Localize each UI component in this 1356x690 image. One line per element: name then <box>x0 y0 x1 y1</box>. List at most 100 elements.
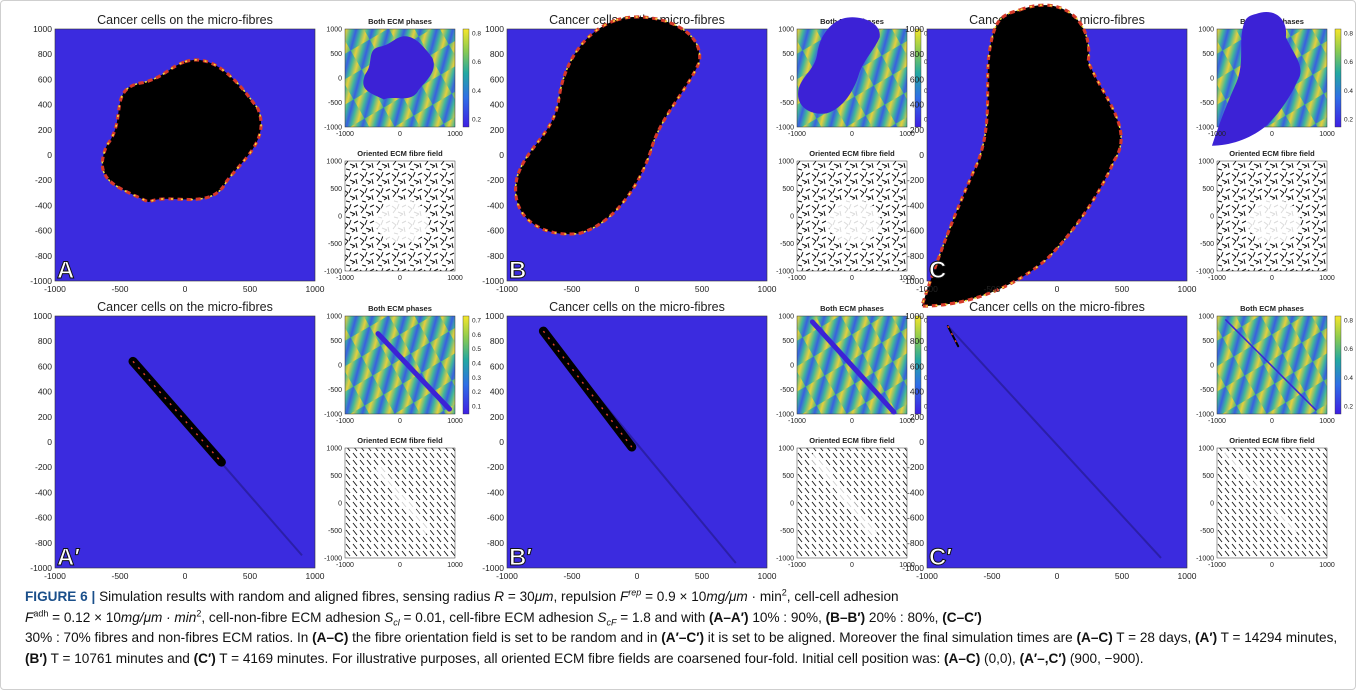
fibre-x-tick-label: 1000 <box>1319 562 1335 569</box>
colorbar-tick-label: 0.2 <box>472 389 481 396</box>
fibre-plot-title: Oriented ECM fibre field <box>809 149 895 158</box>
ecm-y-tick-label: -1000 <box>1196 412 1214 419</box>
fibre-x-tick-label: 0 <box>1270 562 1274 569</box>
colorbar-tick-label: 0.5 <box>472 346 481 353</box>
main-plot-title: Cancer cells on the micro-fibres <box>549 300 725 314</box>
x-tick-label: 0 <box>1055 571 1060 581</box>
colorbar-tick-label: 0.2 <box>1344 117 1353 124</box>
ecm-y-tick-label: 1000 <box>778 27 794 34</box>
fibre-y-tick-label: -500 <box>328 528 342 535</box>
y-tick-label: 800 <box>910 336 924 346</box>
ecm-y-tick-label: 1000 <box>1198 27 1214 34</box>
y-tick-label: -400 <box>487 487 504 497</box>
y-tick-label: 600 <box>38 74 52 84</box>
y-tick-label: 800 <box>38 336 52 346</box>
caption-ref: (A–C) <box>312 630 349 646</box>
caption-var: S <box>384 609 394 625</box>
y-tick-label: -1000 <box>30 276 52 286</box>
ecm-x-tick-label: 0 <box>398 131 402 138</box>
caption-text: · min <box>747 589 782 604</box>
fibre-y-tick-label: 0 <box>1210 214 1214 221</box>
fibre-plot-title: Oriented ECM fibre field <box>1229 149 1315 158</box>
fibre-y-tick-label: 500 <box>330 186 342 193</box>
ecm-degraded-region <box>809 319 897 415</box>
caption-sup: adh <box>33 608 49 619</box>
fibre-y-tick-label: 500 <box>330 473 342 480</box>
caption-ref: (C–C′) <box>942 609 982 625</box>
x-tick-label: 0 <box>1055 284 1060 294</box>
fibre-y-tick-label: 0 <box>338 214 342 221</box>
fibre-y-tick-label: -1000 <box>776 556 794 563</box>
fibre-x-tick-label: 1000 <box>899 275 915 282</box>
ecm-degraded-region <box>363 36 434 100</box>
fibre-y-tick-label: 500 <box>1202 473 1214 480</box>
caption-text: (900, −900). <box>1066 650 1144 666</box>
x-tick-label: -500 <box>563 571 580 581</box>
ecm-x-tick-label: 0 <box>398 418 402 425</box>
colorbar-tick-label: 0.4 <box>1344 375 1353 382</box>
x-tick-label: -1000 <box>44 571 66 581</box>
ecm-y-tick-label: 0 <box>338 363 342 370</box>
y-tick-label: 600 <box>490 361 504 371</box>
caption-var: mg/μm <box>706 589 748 604</box>
panel-label: C′ <box>929 544 952 571</box>
caption-text: Simulation results with random and align… <box>99 589 495 604</box>
y-tick-label: 200 <box>910 125 924 135</box>
fibre-x-tick-label: 1000 <box>447 562 463 569</box>
ecm-plot-title: Both ECM phases <box>368 17 432 26</box>
y-tick-label: -200 <box>907 462 924 472</box>
colorbar-tick-label: 0.4 <box>472 361 481 368</box>
y-tick-label: 800 <box>910 49 924 59</box>
fibre-x-tick-label: -1000 <box>788 562 806 569</box>
ecm-degraded-region <box>798 17 880 114</box>
ecm-y-tick-label: 0 <box>1210 363 1214 370</box>
x-tick-label: -1000 <box>496 284 518 294</box>
fibre-x-tick-label: -1000 <box>1208 562 1226 569</box>
y-tick-label: 1000 <box>905 24 924 34</box>
ecm-y-tick-label: -500 <box>1200 100 1214 107</box>
caption-text: 10% : 90%, <box>748 609 826 625</box>
y-tick-label: -400 <box>907 487 924 497</box>
y-tick-label: 1000 <box>485 311 504 321</box>
colorbar-tick-label: 0.6 <box>1344 346 1353 353</box>
colorbar <box>914 28 922 128</box>
colorbar-tick-label: 0.6 <box>1344 59 1353 66</box>
fibre-orientation-field <box>344 447 456 559</box>
fibre-y-tick-label: -500 <box>1200 241 1214 248</box>
y-tick-label: -200 <box>487 175 504 185</box>
fibre-y-tick-label: -500 <box>1200 528 1214 535</box>
fibre-x-tick-label: -1000 <box>336 275 354 282</box>
y-tick-label: 600 <box>910 361 924 371</box>
ecm-x-tick-label: -1000 <box>1208 131 1226 138</box>
colorbar-tick-label: 0.8 <box>1344 31 1353 38</box>
y-tick-label: -600 <box>35 226 52 236</box>
x-tick-label: 500 <box>243 284 257 294</box>
tumour-boundary <box>514 16 701 235</box>
x-tick-label: 500 <box>1115 571 1129 581</box>
fibre-y-tick-label: -1000 <box>1196 556 1214 563</box>
caption-text: it is set to be aligned. Moreover the fi… <box>704 630 1077 646</box>
x-tick-label: -1000 <box>916 571 938 581</box>
fibre-x-tick-label: 0 <box>398 275 402 282</box>
fibre-x-tick-label: 1000 <box>899 562 915 569</box>
caption-text: , repulsion <box>553 589 620 604</box>
caption-text: = 0.9 × 10 <box>641 589 707 604</box>
caption-ref: (A′–,C′) <box>1019 650 1067 666</box>
fibre-plot-title: Oriented ECM fibre field <box>357 149 443 158</box>
colorbar-tick-label: 0.3 <box>472 375 481 382</box>
ecm-x-tick-label: 1000 <box>447 131 463 138</box>
y-tick-label: 800 <box>490 336 504 346</box>
colorbar <box>462 28 470 128</box>
migration-track <box>947 325 1162 559</box>
cell-domain <box>926 315 1188 569</box>
y-tick-label: -400 <box>35 487 52 497</box>
y-tick-label: -800 <box>487 538 504 548</box>
x-tick-label: -500 <box>563 284 580 294</box>
y-tick-label: 800 <box>38 49 52 59</box>
ecm-density-map <box>1216 315 1328 415</box>
caption-ref: (A–C) <box>1076 630 1113 646</box>
fibre-x-tick-label: 0 <box>1270 275 1274 282</box>
ecm-y-tick-label: 500 <box>330 338 342 345</box>
ecm-y-tick-label: -500 <box>328 387 342 394</box>
caption-label: FIGURE 6 | <box>25 589 96 604</box>
